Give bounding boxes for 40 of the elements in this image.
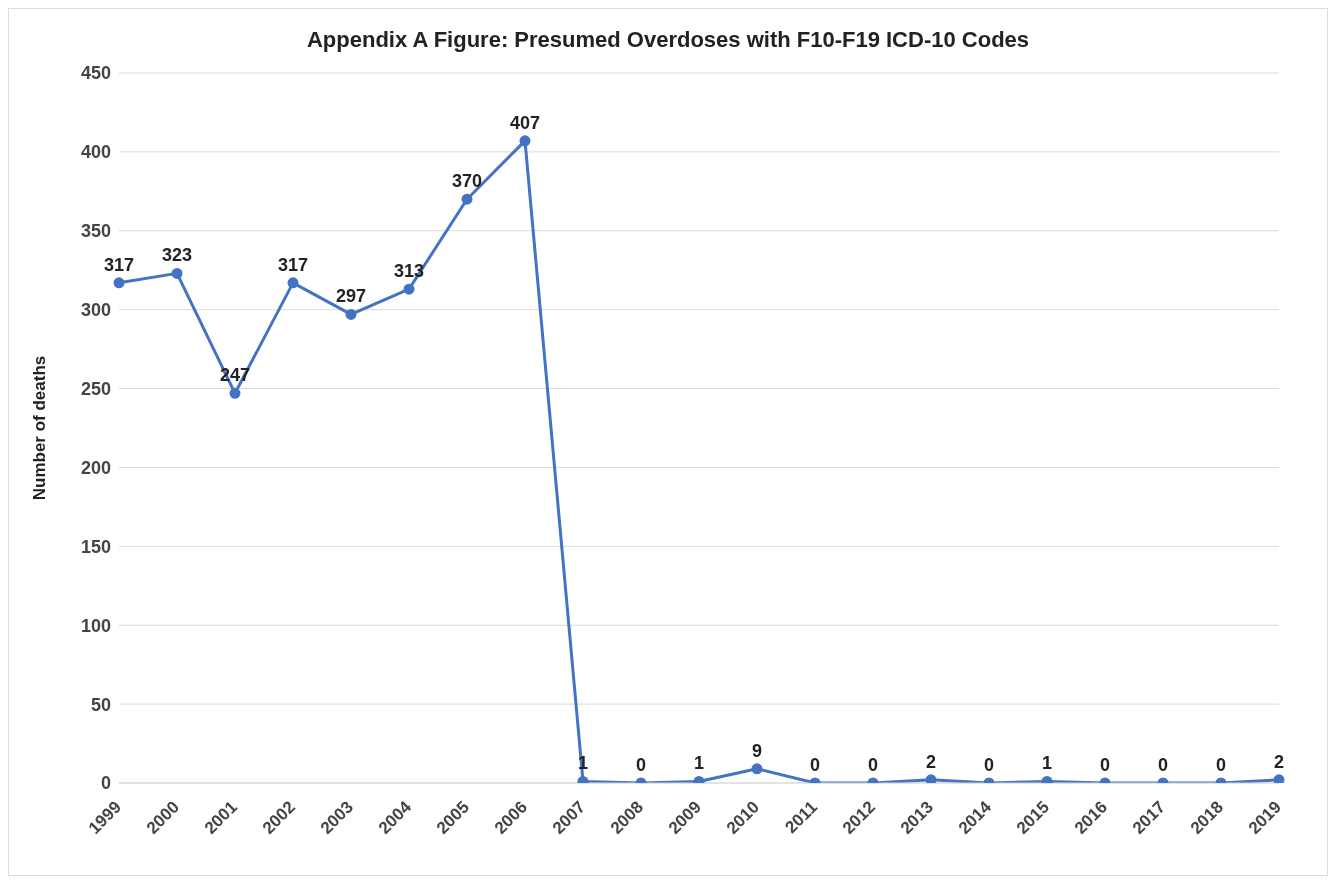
data-label: 0	[1157, 755, 1169, 775]
point	[461, 193, 473, 205]
y-axis-title: Number of deaths	[30, 355, 50, 501]
data-label: 407	[509, 112, 541, 133]
y-tick-label: 0	[100, 773, 111, 794]
y-tick-label: 300	[80, 300, 111, 321]
data-label: 0	[867, 755, 879, 775]
point	[171, 267, 183, 279]
data-label: 317	[103, 254, 135, 275]
point	[345, 308, 357, 320]
y-tick-label: 350	[80, 221, 111, 242]
data-label: 0	[1099, 755, 1111, 775]
data-label: 0	[635, 755, 647, 775]
point	[113, 277, 125, 289]
data-label: 317	[277, 254, 309, 275]
y-tick-label: 450	[80, 63, 111, 84]
data-label: 9	[751, 740, 763, 761]
point	[1273, 774, 1285, 783]
point	[519, 135, 531, 147]
data-label: 2	[1273, 751, 1285, 772]
y-tick-label: 150	[80, 536, 111, 557]
data-label: 0	[809, 755, 821, 775]
data-label: 1	[1041, 753, 1053, 774]
data-label: 370	[451, 171, 483, 192]
y-tick-label: 250	[80, 378, 111, 399]
data-label: 0	[983, 755, 995, 775]
data-label: 297	[335, 286, 367, 307]
point	[287, 277, 299, 289]
y-tick-label: 100	[80, 615, 111, 636]
point	[403, 283, 415, 295]
point	[229, 387, 241, 399]
y-tick-label: 200	[80, 457, 111, 478]
y-tick-label: 400	[80, 142, 111, 163]
point	[925, 774, 937, 783]
chart-title: Appendix A Figure: Presumed Overdoses with F10-F19 ICD-10 Codes	[305, 26, 1031, 53]
data-label: 1	[693, 753, 705, 774]
data-label: 2	[925, 751, 937, 772]
data-label: 0	[1215, 755, 1227, 775]
data-label: 323	[161, 245, 193, 266]
y-tick-label: 50	[90, 694, 111, 715]
